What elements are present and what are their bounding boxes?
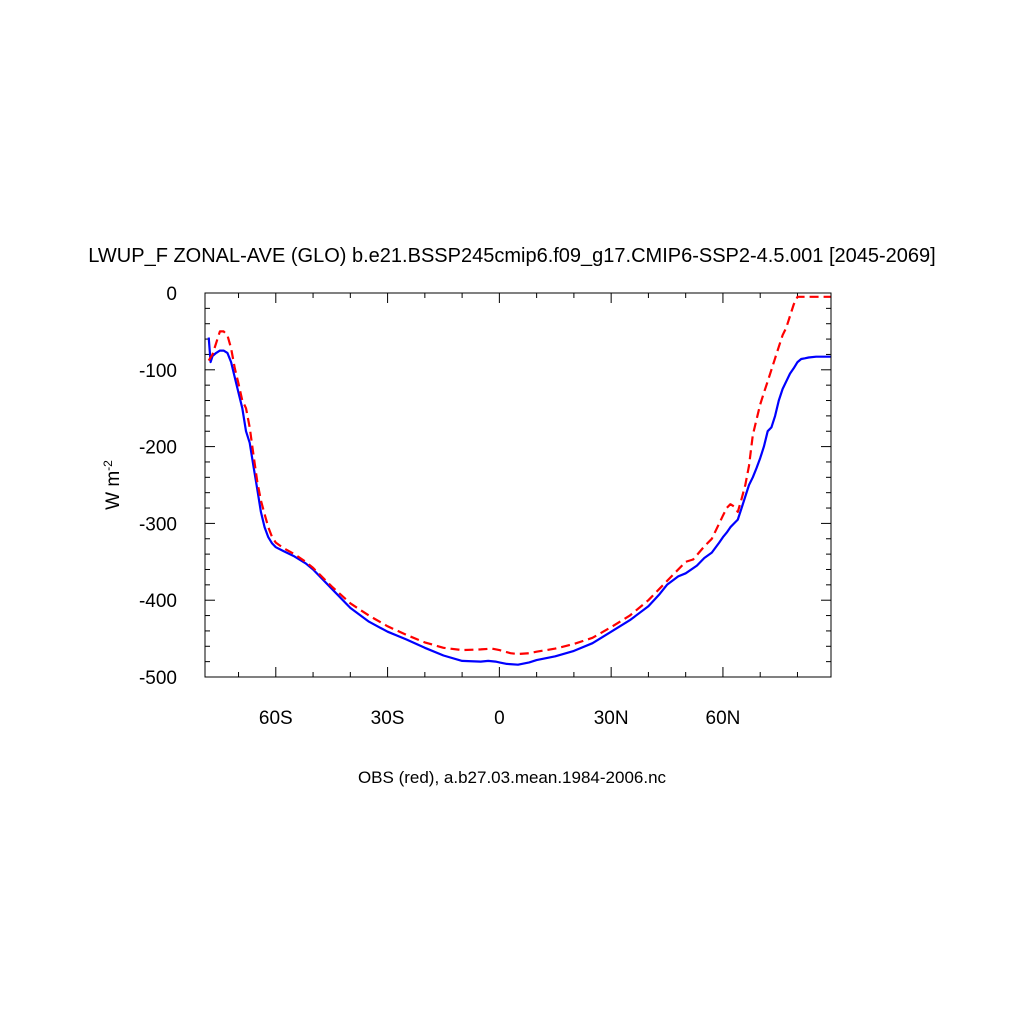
series-line-model <box>207 337 831 666</box>
series-layer <box>207 295 831 666</box>
plot-frame <box>204 292 832 678</box>
x-tick-label: 60N <box>706 708 741 729</box>
x-axis-ticks: 60S 30S 0 30N 60N <box>238 293 798 729</box>
chart-caption: OBS (red), a.b27.03.mean.1984-2006.nc <box>358 768 667 787</box>
x-tick-label: 60S <box>259 708 293 729</box>
x-tick-label: 30S <box>371 708 405 729</box>
y-axis-label: W m-2 <box>101 460 124 510</box>
y-tick-label: -300 <box>139 514 177 535</box>
y-tick-label: -400 <box>139 591 177 612</box>
y-tick-label: 0 <box>166 284 177 305</box>
y-axis-label-exponent: -2 <box>101 460 115 471</box>
x-tick-label: 30N <box>594 708 629 729</box>
y-tick-label: -100 <box>139 361 177 382</box>
series-line-obs <box>207 295 831 656</box>
y-axis-ticks: 0 -100 -200 -300 -400 -500 <box>139 284 831 689</box>
y-tick-label: -500 <box>139 668 177 689</box>
x-tick-label: 0 <box>494 708 505 729</box>
chart-title: LWUP_F ZONAL-AVE (GLO) b.e21.BSSP245cmip… <box>88 245 935 267</box>
y-tick-label: -200 <box>139 438 177 459</box>
y-axis-label-base: W m <box>103 471 124 510</box>
